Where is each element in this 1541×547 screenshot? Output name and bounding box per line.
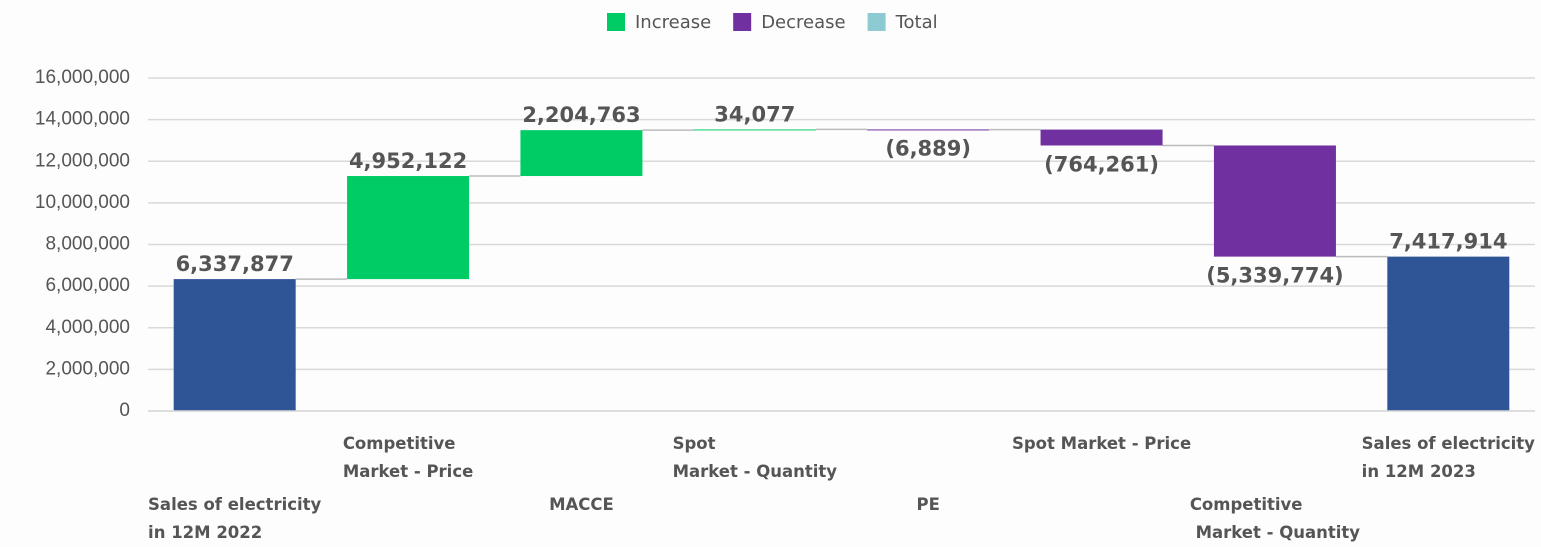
bar [173,279,296,411]
legend-label: Increase [635,12,711,33]
value-label: 2,204,763 [522,103,640,127]
y-tick-label: 6,000,000 [45,275,130,296]
bar [693,129,816,131]
y-tick-label: 16,000,000 [35,67,130,88]
value-label: 4,952,122 [349,149,467,173]
x-tick-label: MACCE [549,495,614,514]
y-tick-label: 14,000,000 [35,109,130,130]
legend-label: Decrease [761,12,845,33]
value-label: (6,889) [885,137,971,161]
y-tick-label: 2,000,000 [45,358,130,379]
value-label: 7,417,914 [1389,230,1507,254]
x-tick-label: Competitive Market - Price [342,434,474,481]
x-tick-label: PE [916,495,940,514]
x-tick-label: Competitive Market - Quantity [1189,495,1361,542]
x-tick-label: Spot Market - Quantity [672,434,838,481]
legend-label: Total [895,12,938,33]
legend-swatch [607,13,625,31]
legend-swatch [733,13,752,31]
y-tick-label: 0 [119,400,130,421]
bar [520,130,643,177]
x-tick-label: Sales of electricity in 12M 2023 [1361,434,1535,481]
y-tick-label: 10,000,000 [35,192,130,213]
value-label: 6,337,877 [176,252,294,276]
x-tick-label: Sales of electricity in 12M 2022 [148,495,322,542]
x-tick-label: Spot Market - Price [1011,434,1192,453]
bar [867,129,990,131]
bar [1387,256,1510,411]
y-tick-label: 4,000,000 [45,317,130,338]
value-label: (5,339,774) [1206,264,1343,288]
bar [1213,145,1336,257]
bar [347,176,470,280]
value-label: (764,261) [1044,152,1159,176]
bar [1040,129,1163,146]
y-tick-label: 12,000,000 [35,150,130,171]
legend-swatch [867,13,886,31]
y-tick-label: 8,000,000 [45,234,130,255]
value-label: 34,077 [714,102,795,126]
